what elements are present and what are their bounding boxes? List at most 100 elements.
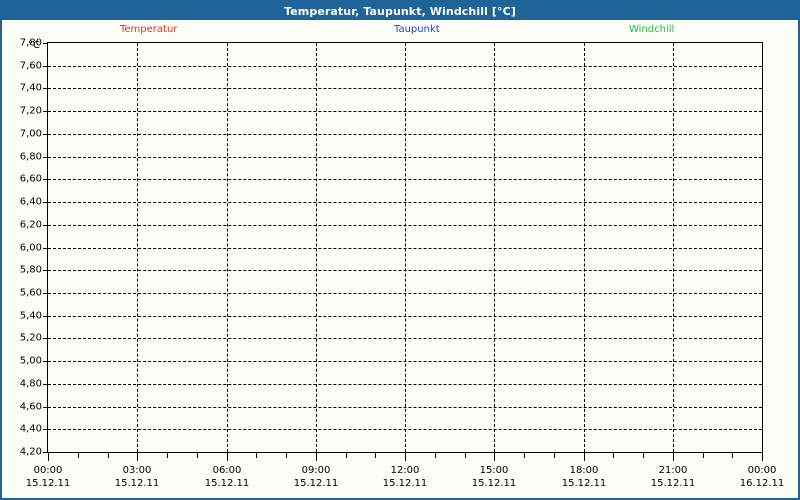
y-axis-tick-label: 5,60 [19, 287, 42, 299]
x-axis-tick-date: 15.12.11 [471, 478, 517, 489]
x-axis-tick-mark-minor [643, 453, 644, 458]
y-axis-tick-mark [43, 43, 47, 44]
y-axis-tick-label: 7,80 [19, 37, 42, 49]
page-title: Temperatur, Taupunkt, Windchill [°C] [284, 4, 516, 18]
x-axis-tick-date: 15.12.11 [25, 478, 71, 489]
x-axis-tick-time: 21:00 [658, 465, 688, 476]
x-axis-tick-mark-major [494, 453, 495, 461]
y-axis-tick-mark [43, 270, 47, 271]
y-axis-tick-mark [43, 407, 47, 408]
x-axis-tick-mark-minor [613, 453, 614, 458]
y-axis-tick-label: 6,60 [19, 173, 42, 185]
y-axis-tick-label: 4,40 [19, 423, 42, 435]
y-axis-tick-label: 7,60 [19, 60, 42, 72]
y-axis-tick-mark [43, 66, 47, 67]
x-axis-tick-mark-major [48, 453, 49, 461]
x-axis-tick-date: 15.12.11 [204, 478, 250, 489]
y-axis-tick-mark [43, 452, 47, 453]
y-axis-tick-label: 4,60 [19, 401, 42, 413]
x-axis-tick-date: 15.12.11 [382, 478, 428, 489]
x-axis-tick-label: 09:00 15.12.11 [276, 464, 356, 490]
gridline-vertical [405, 43, 406, 452]
y-axis-tick-mark [43, 157, 47, 158]
x-axis-tick-mark-major [316, 453, 317, 461]
x-axis-tick-mark-major [227, 453, 228, 461]
y-axis-tick-label: 7,20 [19, 105, 42, 117]
x-axis-tick-mark-minor [197, 453, 198, 458]
x-axis-tick-time: 15:00 [479, 465, 509, 476]
gridline-vertical [227, 43, 228, 452]
plot-area [47, 42, 763, 453]
legend-item-taupunkt[interactable]: Taupunkt [394, 24, 440, 35]
gridline-vertical [137, 43, 138, 452]
x-axis-tick-mark-minor [256, 453, 257, 458]
x-axis-tick-mark-minor [703, 453, 704, 458]
y-axis-tick-mark [43, 88, 47, 89]
x-axis-tick-time: 00:00 [33, 465, 63, 476]
gridline-vertical [316, 43, 317, 452]
y-axis-tick-label: 4,20 [19, 446, 42, 458]
x-axis-tick-mark-major [762, 453, 763, 461]
y-axis-tick-mark [43, 429, 47, 430]
x-axis-tick-time: 18:00 [569, 465, 599, 476]
x-axis-tick-mark-minor [375, 453, 376, 458]
y-axis-tick-mark [43, 384, 47, 385]
gridline-vertical [673, 43, 674, 452]
y-axis-tick-label: 5,80 [19, 264, 42, 276]
x-axis-tick-label: 00:00 15.12.11 [8, 464, 88, 490]
x-axis-tick-mark-major [584, 453, 585, 461]
y-axis-tick-label: 6,80 [19, 151, 42, 163]
y-axis-tick-mark [43, 225, 47, 226]
x-axis-tick-label: 15:00 15.12.11 [454, 464, 534, 490]
y-axis-tick-label: 6,00 [19, 242, 42, 254]
x-axis-tick-label: 12:00 15.12.11 [365, 464, 445, 490]
y-axis-tick-label: 7,00 [19, 128, 42, 140]
y-axis-tick-mark [43, 293, 47, 294]
x-axis-tick-mark-major [137, 453, 138, 461]
y-axis-tick-label: 6,40 [19, 196, 42, 208]
y-axis-tick-mark [43, 338, 47, 339]
x-axis-tick-time: 00:00 [747, 465, 777, 476]
legend-item-windchill[interactable]: Windchill [629, 24, 675, 35]
x-axis-tick-mark-minor [465, 453, 466, 458]
x-axis-tick-mark-major [405, 453, 406, 461]
x-axis-tick-time: 06:00 [212, 465, 242, 476]
y-axis-tick-label: 7,40 [19, 82, 42, 94]
x-axis-tick-mark-minor [732, 453, 733, 458]
x-axis-tick-label: 18:00 15.12.11 [544, 464, 624, 490]
x-axis-tick-mark-minor [554, 453, 555, 458]
x-axis-tick-label: 21:00 15.12.11 [633, 464, 713, 490]
x-axis-tick-date: 15.12.11 [293, 478, 339, 489]
x-axis-tick-mark-major [673, 453, 674, 461]
x-axis-tick-mark-minor [346, 453, 347, 458]
y-axis-tick-mark [43, 248, 47, 249]
x-axis-tick-label: 03:00 15.12.11 [97, 464, 177, 490]
x-axis-tick-mark-minor [167, 453, 168, 458]
y-axis-tick-mark [43, 111, 47, 112]
y-axis-tick-label: 5,40 [19, 310, 42, 322]
x-axis-tick-mark-minor [78, 453, 79, 458]
x-axis-tick-time: 12:00 [390, 465, 420, 476]
y-axis-tick-mark [43, 202, 47, 203]
gridline-vertical [584, 43, 585, 452]
window-title-bar: Temperatur, Taupunkt, Windchill [°C] [2, 2, 798, 20]
x-axis-tick-date: 15.12.11 [114, 478, 160, 489]
y-axis-tick-mark [43, 316, 47, 317]
y-axis-unit-label: °C [28, 40, 40, 51]
y-axis-tick-label: 5,20 [19, 332, 42, 344]
x-axis-tick-label: 00:00 16.12.11 [722, 464, 798, 490]
y-axis-tick-label: 4,80 [19, 378, 42, 390]
y-axis-tick-label: 5,00 [19, 355, 42, 367]
x-axis-tick-time: 03:00 [122, 465, 152, 476]
x-axis-tick-mark-minor [286, 453, 287, 458]
y-axis-tick-mark [43, 134, 47, 135]
x-axis-tick-mark-minor [108, 453, 109, 458]
y-axis-tick-mark [43, 179, 47, 180]
x-axis-tick-date: 15.12.11 [561, 478, 607, 489]
x-axis-tick-date: 16.12.11 [739, 478, 785, 489]
x-axis-tick-mark-minor [524, 453, 525, 458]
y-axis-tick-label: 6,20 [19, 219, 42, 231]
x-axis-tick-mark-minor [435, 453, 436, 458]
legend-item-temperatur[interactable]: Temperatur [120, 24, 178, 35]
